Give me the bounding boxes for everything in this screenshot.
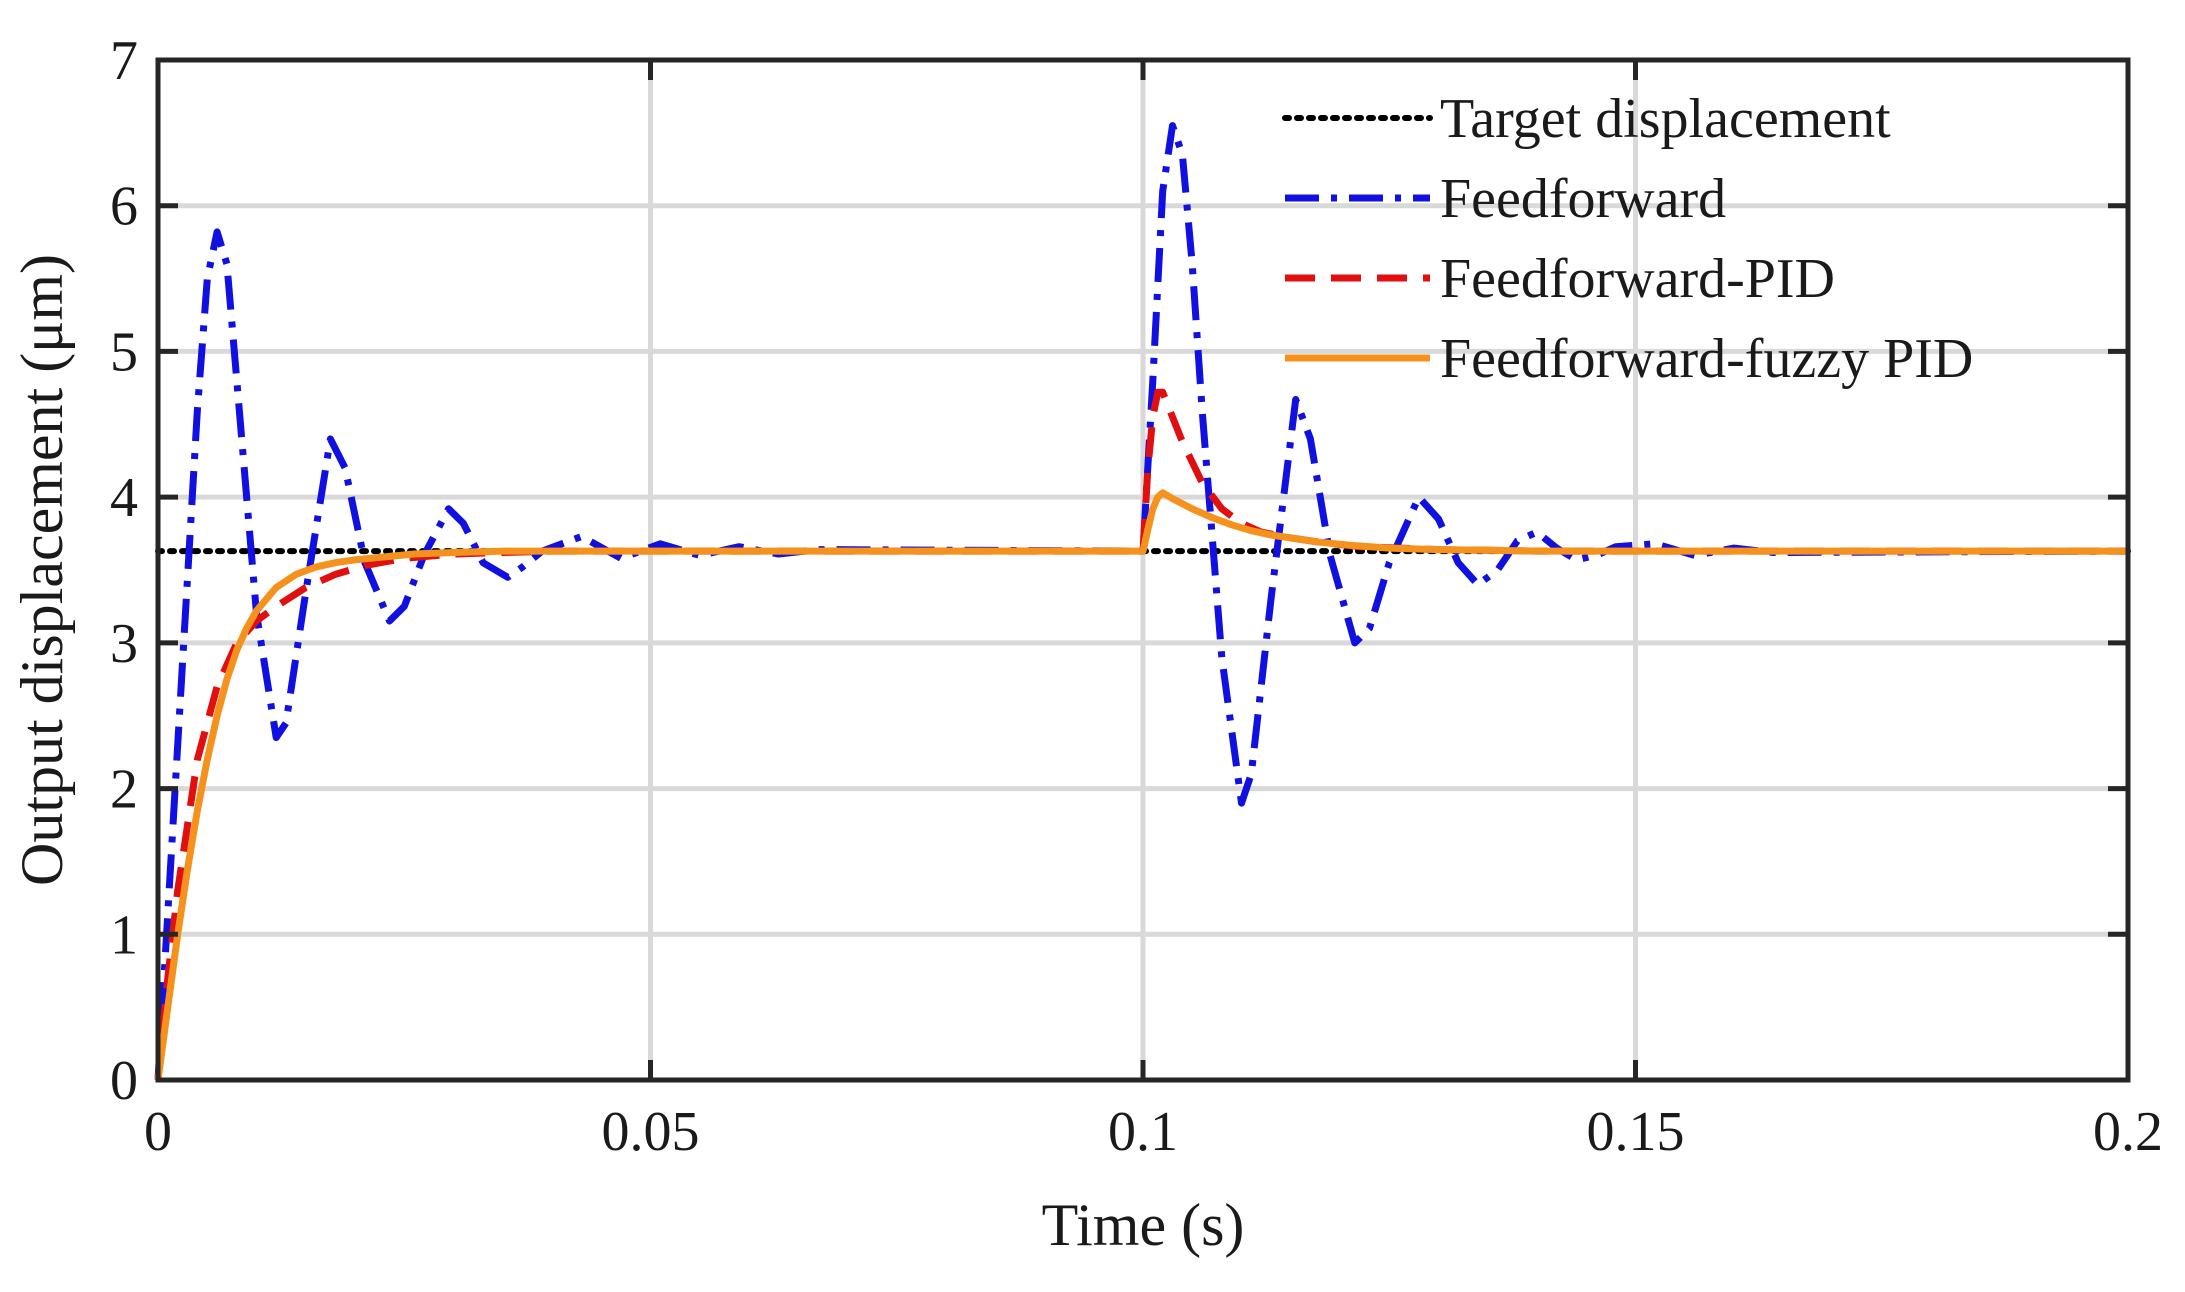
legend-label: Feedforward bbox=[1440, 168, 1726, 230]
plot-frame bbox=[155, 57, 2131, 1083]
y-axis-label: Output displacement (μm) bbox=[9, 254, 75, 886]
y-tick-label: 4 bbox=[110, 467, 138, 529]
legend: Target displacement Feedforward Feedforwar… bbox=[1282, 88, 1973, 390]
y-tick-label: 7 bbox=[110, 30, 138, 92]
series-line-feedforward-fuzzy-pid bbox=[154, 489, 2128, 1081]
legend-label: Feedforward-fuzzy PID bbox=[1440, 328, 1973, 390]
y-tick-label: 2 bbox=[110, 759, 138, 821]
x-tick-label: 0.15 bbox=[1587, 1101, 1685, 1163]
legend-label: Target displacement bbox=[1440, 88, 1891, 150]
y-tick-label: 1 bbox=[110, 904, 138, 966]
y-tick-label: 5 bbox=[110, 321, 138, 383]
x-tick-label: 0.2 bbox=[2093, 1101, 2163, 1163]
y-tick-label: 6 bbox=[110, 176, 138, 238]
x-tick-label: 0 bbox=[144, 1101, 172, 1163]
x-tick-label: 0.1 bbox=[1108, 1101, 1178, 1163]
y-tick-label: 3 bbox=[110, 613, 138, 675]
x-axis-label: Time (s) bbox=[1042, 1192, 1245, 1258]
legend-label: Feedforward-PID bbox=[1440, 248, 1835, 310]
plot-lines bbox=[154, 122, 2131, 1081]
y-tick-label: 0 bbox=[110, 1050, 138, 1112]
x-tick-label: 0.05 bbox=[602, 1101, 700, 1163]
tick-labels: 0 0.05 0.1 0.15 0.2 0 1 2 3 4 5 6 7 bbox=[110, 30, 2163, 1163]
